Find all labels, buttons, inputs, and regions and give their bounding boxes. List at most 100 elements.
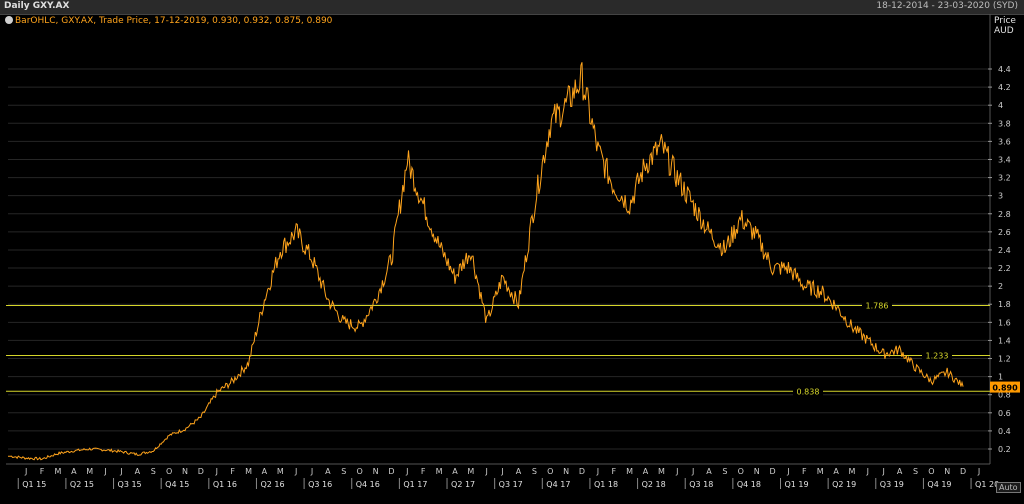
y-tick-label: 1 [998, 373, 1003, 382]
x-quarter-label: Q2 19 [832, 480, 856, 489]
x-month-label: M [658, 467, 665, 476]
x-month-label: J [786, 467, 789, 476]
y-tick-label: 0.2 [998, 445, 1011, 454]
y-tick-label: 4 [998, 101, 1003, 110]
x-month-label: S [151, 467, 156, 476]
x-month-label: M [86, 467, 93, 476]
x-month-label: A [897, 467, 903, 476]
x-quarter-label: Q1 15 [22, 480, 46, 489]
x-quarter-label: Q1 18 [594, 480, 618, 489]
x-month-label: S [532, 467, 537, 476]
x-month-label: O [357, 467, 363, 476]
x-month-label: A [135, 467, 141, 476]
x-month-label: F [611, 467, 616, 476]
x-quarter-label: Q3 18 [689, 480, 713, 489]
x-month-label: A [516, 467, 522, 476]
horizontal-lines[interactable]: 1.786 1.233 0.838 [6, 300, 990, 397]
x-month-label: J [103, 467, 106, 476]
y-tick-label: 1.2 [998, 355, 1011, 364]
x-month-label: A [833, 467, 839, 476]
grid-lines [8, 68, 988, 450]
x-month-label: A [452, 467, 458, 476]
x-month-label: N [373, 467, 379, 476]
x-month-label: A [262, 467, 268, 476]
last-price-marker: 0.890 [990, 381, 1020, 393]
price-axis-title-line2: AUD [994, 26, 1014, 36]
series-legend[interactable]: BarOHLC, GXY.AX, Trade Price, 17-12-2019… [5, 16, 332, 26]
y-tick-label: 2 [998, 282, 1003, 291]
hline-label-bg [793, 386, 823, 397]
x-month-label: D [388, 467, 394, 476]
x-quarter-label: Q3 15 [118, 480, 142, 489]
x-month-label: N [182, 467, 188, 476]
x-quarter-label: Q2 17 [451, 480, 475, 489]
x-month-label: N [944, 467, 950, 476]
y-tick-label: 2.6 [998, 228, 1011, 237]
x-month-label: N [754, 467, 760, 476]
x-month-label: J [405, 467, 408, 476]
x-month-label: N [563, 467, 569, 476]
x-month-label: M [277, 467, 284, 476]
y-tick-label: 3.8 [998, 119, 1011, 128]
y-tick-label: 4.4 [998, 65, 1011, 74]
x-quarter-label: Q2 15 [70, 480, 94, 489]
x-month-label: J [675, 467, 678, 476]
chart-titlebar: Daily GXY.AX 18-12-2014 - 23-03-2020 (SY… [0, 0, 1024, 15]
x-month-label: J [24, 467, 27, 476]
y-axis: 0.2 0.4 0.6 0.8 1 1.2 1.4 1.6 1.8 2 2.2 2.4 2.6 2.8 3 3… [988, 65, 1011, 454]
x-quarter-label: Q2 16 [260, 480, 284, 489]
x-month-label: M [436, 467, 443, 476]
x-quarter-label: Q1 17 [403, 480, 427, 489]
legend-label: BarOHLC, GXY.AX, Trade Price, 17-12-2019… [15, 16, 333, 26]
x-month-label: F [421, 467, 426, 476]
x-month-label: O [928, 467, 934, 476]
y-tick-label: 3.2 [998, 174, 1011, 183]
x-month-label: A [71, 467, 77, 476]
y-tick-label: 2.2 [998, 264, 1011, 273]
x-month-label: J [119, 467, 122, 476]
x-month-label: J [294, 467, 297, 476]
x-month-label: F [230, 467, 235, 476]
auto-scale-button[interactable]: Auto [996, 482, 1021, 493]
x-month-label: F [802, 467, 807, 476]
y-tick-label: 3.4 [998, 155, 1011, 164]
hline-label: 1.233 [926, 352, 949, 361]
x-quarter-label: Q4 19 [927, 480, 951, 489]
x-quarter-label: Q3 19 [880, 480, 904, 489]
y-tick-label: 3.6 [998, 137, 1011, 146]
x-month-label: M [55, 467, 62, 476]
y-tick-label: 3 [998, 192, 1003, 201]
y-tick-label: 1.4 [998, 336, 1011, 345]
hline-label: 0.838 [797, 387, 820, 396]
x-quarter-label: Q1 16 [213, 480, 237, 489]
x-month-label: O [738, 467, 744, 476]
y-tick-label: 1.6 [998, 318, 1011, 327]
x-month-label: J [882, 467, 885, 476]
x-month-label: O [166, 467, 172, 476]
y-tick-label: 4.2 [998, 83, 1011, 92]
x-month-label: M [245, 467, 252, 476]
y-tick-label: 2.8 [998, 210, 1011, 219]
hline-label: 1.786 [866, 302, 889, 311]
x-quarter-label: Q3 16 [308, 480, 332, 489]
y-tick-label: 0.6 [998, 409, 1011, 418]
hline-label-bg [922, 350, 952, 361]
x-month-label: D [579, 467, 585, 476]
x-month-label: J [215, 467, 218, 476]
x-quarter-label: Q4 18 [737, 480, 761, 489]
x-month-label: M [817, 467, 824, 476]
y-tick-label: 2.4 [998, 246, 1011, 255]
x-month-label: M [849, 467, 856, 476]
x-month-label: A [643, 467, 649, 476]
x-month-label: J [866, 467, 869, 476]
x-month-label: A [706, 467, 712, 476]
x-month-label: D [960, 467, 966, 476]
x-month-label: M [467, 467, 474, 476]
x-month-label: S [913, 467, 918, 476]
x-month-label: A [325, 467, 331, 476]
x-month-label: M [626, 467, 633, 476]
legend-bullet-icon [5, 16, 13, 24]
x-month-label: J [485, 467, 488, 476]
x-quarter-label: Q2 18 [642, 480, 666, 489]
